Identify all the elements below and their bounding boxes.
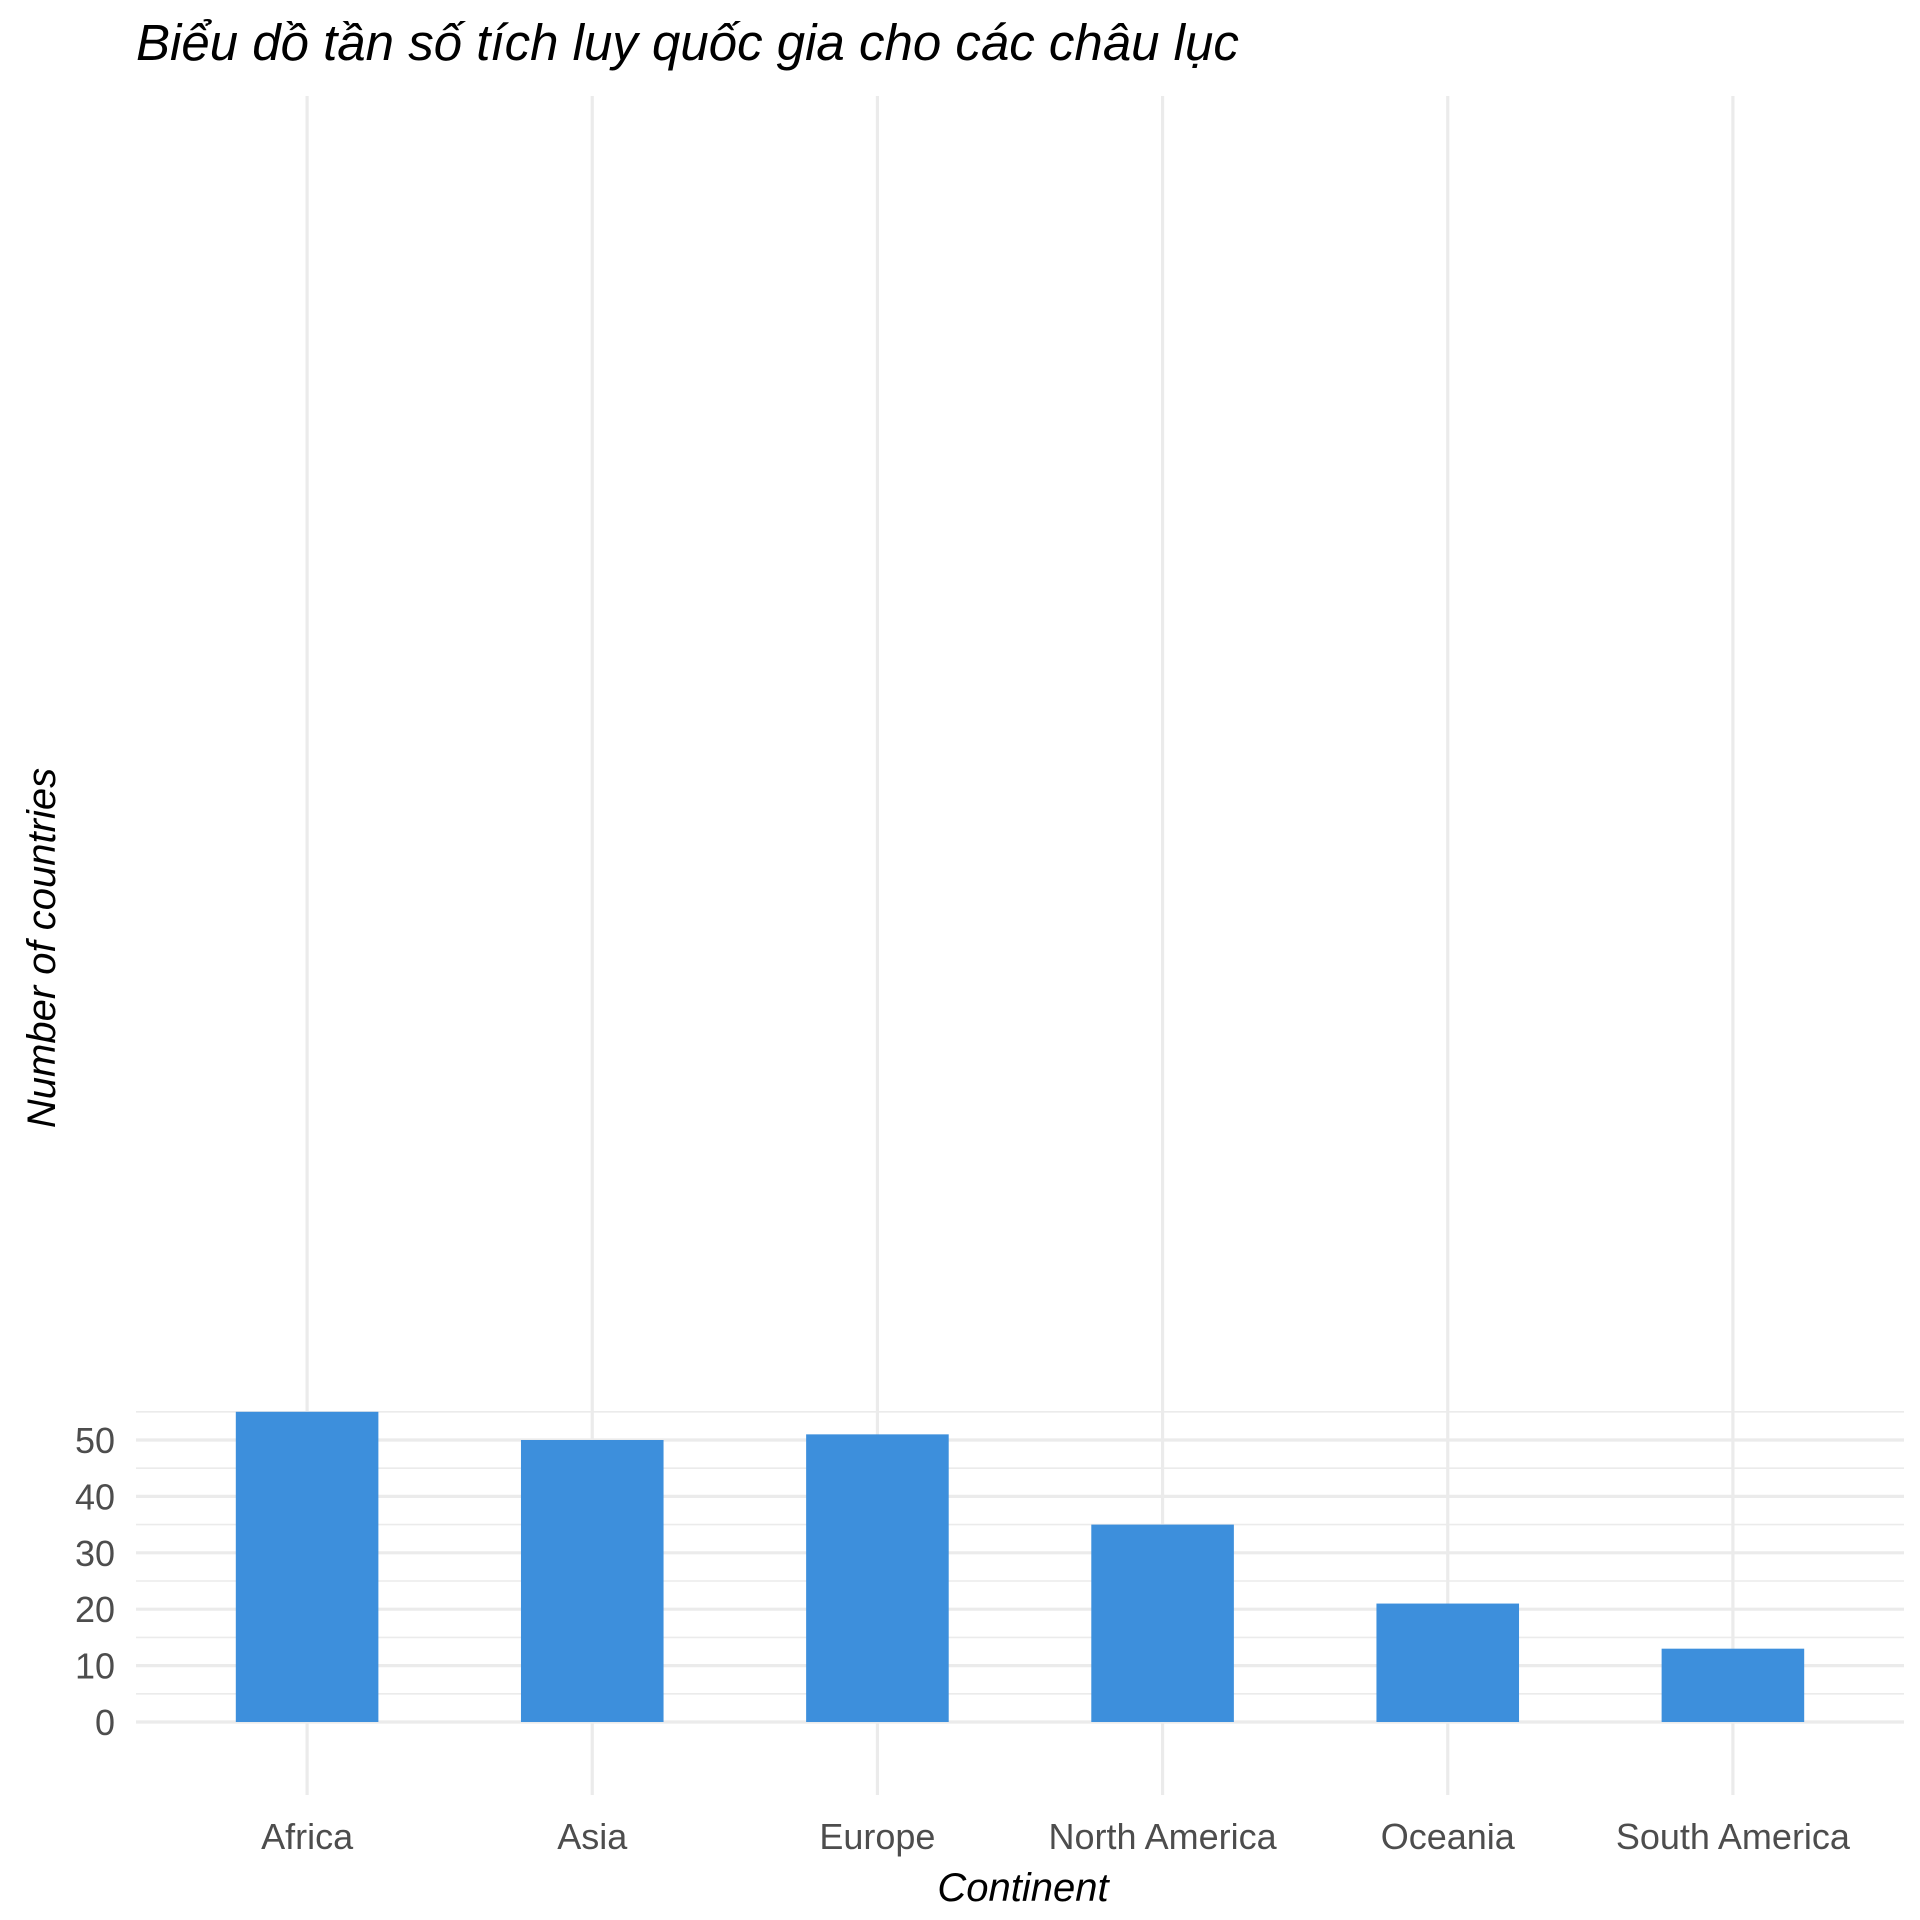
grid-layer [136,96,1904,1795]
bar-oceania [1376,1603,1520,1722]
y-tick-label: 40 [75,1476,115,1517]
x-axis-title: Continent [937,1866,1110,1910]
bars-layer [235,1411,1805,1722]
y-tick-label: 50 [75,1420,115,1461]
x-tick-label: Africa [261,1816,354,1857]
bar-north-america [1091,1524,1234,1722]
bar-asia [520,1440,664,1722]
x-tick-label: North America [1049,1816,1278,1857]
y-tick-label: 0 [95,1702,115,1743]
y-tick-label: 10 [75,1646,115,1687]
y-axis-title: Number of countries [20,768,64,1128]
bar-south-america [1661,1648,1805,1722]
chart-title: Biểu dồ tần số tích luy quốc gia cho các… [136,14,1239,71]
y-axis-ticks: 0 10 20 30 40 50 [75,1420,115,1743]
bar-europe [806,1434,949,1722]
x-tick-label: Asia [557,1816,628,1857]
x-axis-ticks: Africa Asia Europe North America Oceania Sout… [261,1816,1851,1857]
y-tick-label: 30 [75,1533,115,1574]
x-tick-label: Oceania [1381,1816,1516,1857]
y-tick-label: 20 [75,1589,115,1630]
bar-africa [235,1411,379,1722]
x-tick-label: Europe [819,1816,935,1857]
x-tick-label: South America [1616,1816,1851,1857]
